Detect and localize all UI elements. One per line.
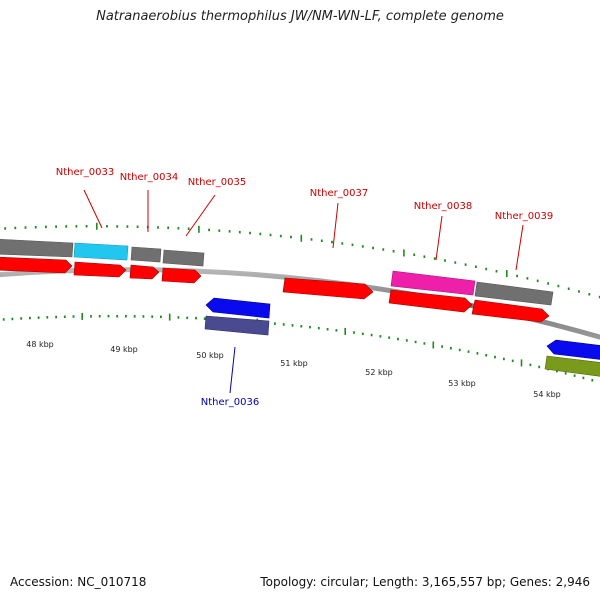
gene-labels: Nther_0033 Nther_0034 Nther_0035 Nther_0…	[56, 167, 553, 408]
leader-lines	[83, 189, 524, 394]
accession-text: Accession: NC_010718	[10, 575, 147, 589]
cds-arrow-nther-0037[interactable]	[282, 277, 374, 300]
scale-label: 54 kbp	[533, 390, 561, 399]
cds-arrow[interactable]	[0, 256, 73, 274]
cds-arrow-nther-0034[interactable]	[129, 264, 160, 280]
cds-arrow-nther-0039[interactable]	[471, 299, 550, 323]
cds-track	[0, 256, 550, 323]
scale-label: 50 kbp	[196, 351, 224, 360]
scale-label: 52 kbp	[365, 368, 393, 377]
gene-block-nther-0036[interactable]	[204, 315, 270, 336]
gene-block-nther-0038[interactable]	[390, 270, 476, 296]
gene-label-nther-0034[interactable]: Nther_0034	[120, 172, 178, 183]
scale-label: 49 kbp	[110, 345, 138, 354]
gene-block[interactable]	[0, 238, 74, 258]
gene-block-nther-0033[interactable]	[73, 242, 129, 261]
cds-arrow-nther-0033[interactable]	[73, 261, 127, 278]
gene-block[interactable]	[544, 355, 600, 377]
map-title: Natranaerobius thermophilus JW/NM-WN-LF,…	[96, 9, 504, 24]
gene-track-lower	[204, 297, 600, 377]
gene-arrow-nther-0036[interactable]	[205, 297, 271, 319]
gene-block-nther-0035[interactable]	[162, 249, 205, 267]
gene-label-nther-0037[interactable]: Nther_0037	[310, 188, 368, 199]
scale-label: 48 kbp	[26, 340, 54, 349]
gene-track-upper	[0, 238, 554, 306]
gene-label-nther-0038[interactable]: Nther_0038	[414, 201, 472, 212]
scale-labels: 48 kbp 49 kbp 50 kbp 51 kbp 52 kbp 53 kb…	[26, 340, 561, 399]
gene-label-nther-0039[interactable]: Nther_0039	[495, 211, 553, 222]
gene-label-nther-0033[interactable]: Nther_0033	[56, 167, 114, 178]
gene-label-nther-0036[interactable]: Nther_0036	[201, 397, 259, 408]
genome-summary-text: Topology: circular; Length: 3,165,557 bp…	[260, 575, 590, 589]
cds-arrow-nther-0038[interactable]	[388, 289, 473, 313]
gene-arrow[interactable]	[546, 339, 600, 360]
gene-block-nther-0034[interactable]	[130, 246, 162, 263]
gene-label-nther-0035[interactable]: Nther_0035	[188, 177, 246, 188]
scale-label: 51 kbp	[280, 359, 308, 368]
gene-block-nther-0039[interactable]	[474, 281, 554, 306]
inner-tick-row	[2, 312, 594, 382]
scale-label: 53 kbp	[448, 379, 476, 388]
cds-arrow-nther-0035[interactable]	[161, 267, 202, 284]
